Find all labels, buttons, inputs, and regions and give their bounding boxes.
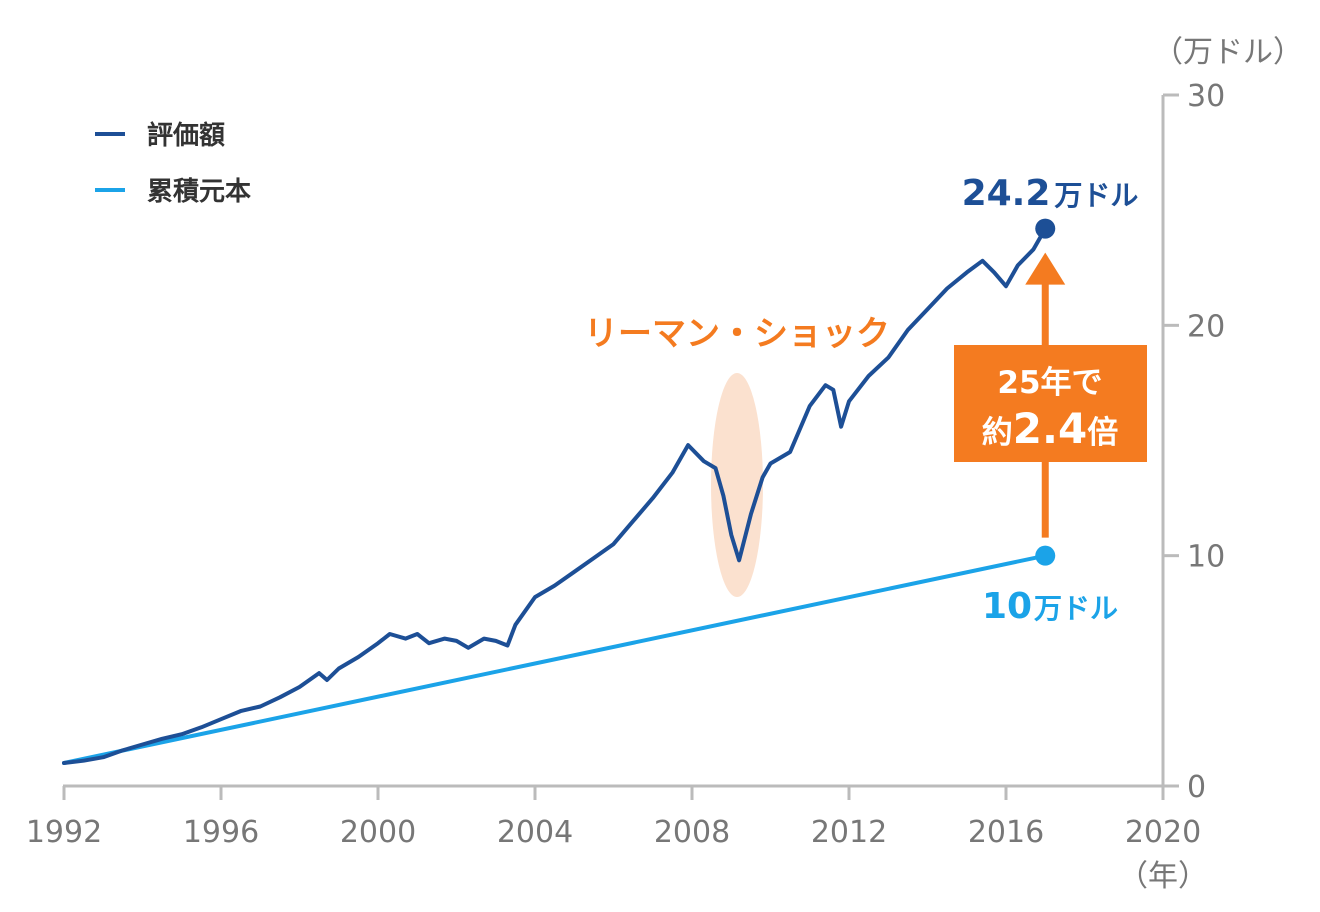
growth-multiplier: 2.4: [1013, 404, 1087, 453]
x-axis-ticks: 1992 1996 2000 2004 2008 2012 2016 2020: [26, 786, 1201, 850]
y-tick-label: 10: [1187, 540, 1225, 575]
x-tick-label: 2004: [497, 815, 573, 850]
growth-text-line1: 25年で: [997, 365, 1102, 401]
endpoint-value-valuation: 24.2: [962, 173, 1051, 214]
x-axis-unit: （年）: [1118, 859, 1208, 894]
endpoint-value-principal: 10: [982, 586, 1032, 627]
growth-annotation: 25年で 約2.4倍: [954, 252, 1147, 538]
y-tick-label: 0: [1187, 770, 1206, 805]
growth-box: [954, 345, 1147, 462]
legend: 評価額 累積元本: [95, 120, 251, 207]
endpoint-marker-principal: [1035, 545, 1056, 566]
growth-text-line2: 約2.4倍: [982, 404, 1118, 453]
x-tick-label: 2012: [811, 815, 887, 850]
growth-suffix: 倍: [1087, 415, 1118, 451]
x-tick-label: 2008: [654, 815, 730, 850]
legend-label-principal: 累積元本: [147, 177, 251, 207]
y-axis-unit: （万ドル）: [1153, 35, 1303, 70]
endpoint-label-valuation: 24.2 万ドル: [962, 173, 1139, 214]
x-tick-label: 2000: [340, 815, 416, 850]
lehman-shock-highlight: [711, 373, 763, 597]
y-tick-label: 30: [1187, 79, 1225, 114]
endpoint-unit-principal: 万ドル: [1034, 592, 1118, 625]
endpoint-marker-valuation: [1035, 218, 1056, 239]
x-tick-label: 1996: [183, 815, 259, 850]
growth-prefix: 約: [982, 415, 1013, 451]
endpoint-label-principal: 10万ドル: [982, 586, 1118, 627]
series-line-valuation: [62, 226, 1048, 765]
series-line-principal: [62, 553, 1048, 765]
lehman-shock-label: リーマン・ショック: [584, 314, 890, 354]
y-tick-label: 20: [1187, 309, 1225, 344]
y-axis-ticks: 0 10 20 30: [1163, 79, 1225, 805]
x-tick-label: 2020: [1125, 815, 1201, 850]
x-tick-label: 1992: [26, 815, 102, 850]
growth-arrow-head: [1025, 252, 1066, 285]
legend-label-valuation: 評価額: [147, 120, 225, 151]
endpoint-unit-valuation: 万ドル: [1054, 179, 1138, 212]
x-tick-label: 2016: [968, 815, 1044, 850]
